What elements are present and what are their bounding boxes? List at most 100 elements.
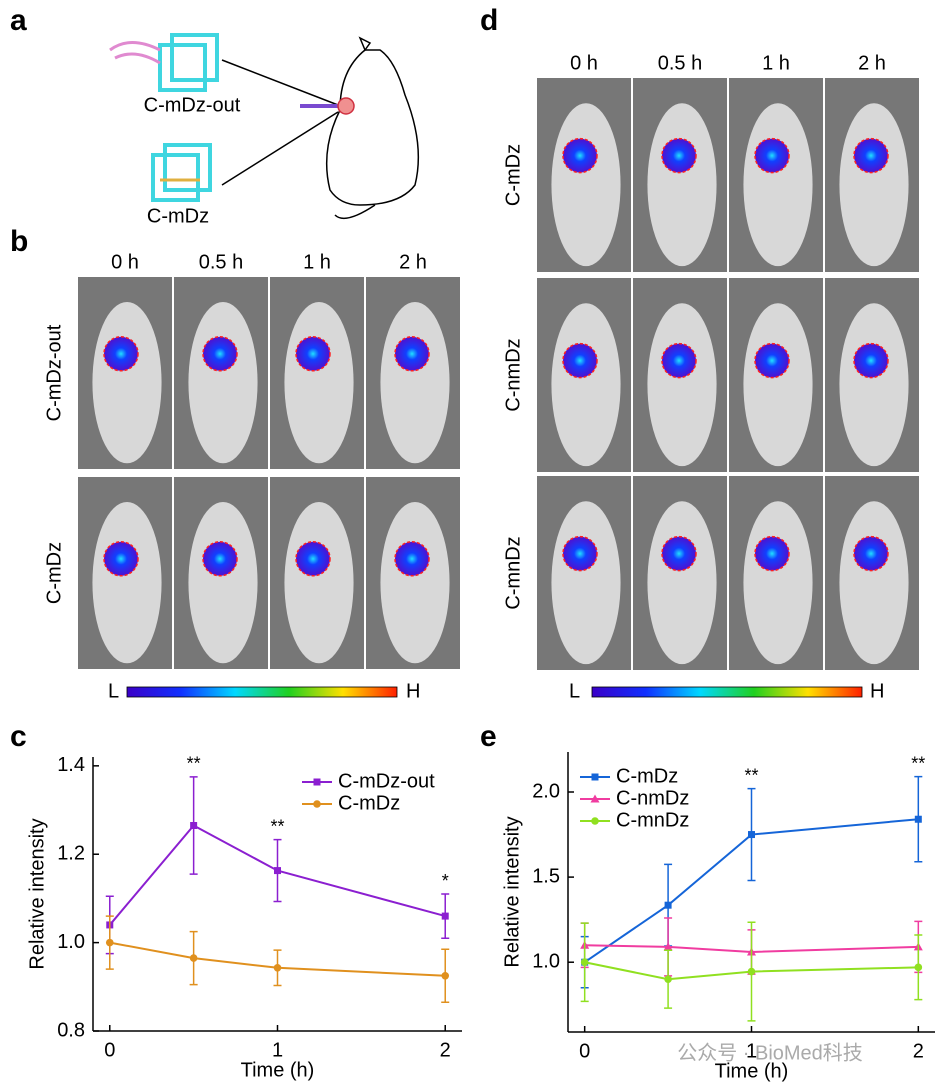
- mouse-body: [188, 301, 258, 464]
- tumor-signal: [853, 535, 889, 572]
- panel-label: e: [480, 720, 497, 753]
- significance: **: [911, 753, 925, 773]
- tumor-signal: [394, 541, 430, 577]
- column-label: 0 h: [570, 52, 598, 74]
- tumor-signal: [754, 535, 790, 572]
- y-tick-label: 1.4: [57, 754, 85, 776]
- mouse-body: [551, 303, 621, 467]
- mouse-body: [92, 501, 162, 664]
- marker: [914, 963, 923, 972]
- panel-label: b: [10, 225, 28, 258]
- marker: [189, 954, 198, 962]
- row-label: C-mDz-out: [43, 324, 65, 421]
- marker: [441, 912, 449, 920]
- cube-in: [151, 143, 212, 202]
- marker: [441, 971, 450, 980]
- mouse-sketch: [221, 36, 420, 220]
- marker: [105, 938, 114, 947]
- legend-label: C-nmDz: [616, 787, 689, 809]
- series-line: [109, 941, 446, 977]
- y-axis-label: Relative intensity: [26, 818, 48, 969]
- colorbar-label: L: [108, 680, 119, 702]
- colorbar-label: L: [569, 680, 580, 702]
- y-tick-label: 1.0: [532, 950, 560, 972]
- column-label: 1 h: [303, 251, 331, 273]
- row-label: C-mDz: [43, 542, 65, 604]
- mouse-body: [284, 501, 354, 664]
- tumor-signal: [754, 342, 790, 379]
- y-tick-label: 0.8: [57, 1019, 85, 1041]
- x-axis-label: Time (h): [241, 1059, 315, 1081]
- tumor-signal: [202, 336, 238, 372]
- mouse-body: [380, 301, 450, 464]
- row-label: C-mnDz: [502, 536, 524, 609]
- colorbar-label: H: [870, 680, 884, 702]
- column-label: 2 h: [399, 251, 427, 273]
- marker: [748, 831, 755, 839]
- x-tick-label: 0: [104, 1039, 115, 1061]
- mouse-body: [839, 501, 909, 665]
- y-tick-label: 1.5: [532, 865, 560, 887]
- legend-label: C-mnDz: [616, 809, 689, 831]
- legend-marker: [313, 800, 321, 808]
- marker: [274, 867, 281, 875]
- mouse-body: [839, 103, 909, 267]
- mouse-body: [380, 501, 450, 664]
- colorbar: [126, 686, 398, 698]
- series-line: [584, 944, 919, 954]
- x-tick-label: 0: [579, 1040, 590, 1062]
- panel-label: c: [10, 720, 27, 753]
- tumor-signal: [103, 541, 139, 577]
- x-axis-label: Time (h): [715, 1060, 789, 1082]
- mouse-body: [647, 103, 717, 267]
- panel-label: d: [480, 4, 498, 37]
- tumor-signal: [853, 342, 889, 379]
- x-tick-label: 2: [440, 1039, 451, 1061]
- legend-label: C-mDz: [616, 765, 678, 787]
- y-tick-label: 2.0: [532, 780, 560, 802]
- x-tick-label: 1: [272, 1039, 283, 1061]
- column-label: 0 h: [111, 251, 139, 273]
- y-axis-label: Relative intensity: [501, 816, 523, 967]
- mouse-body: [647, 303, 717, 467]
- column-label: 0.5 h: [199, 251, 243, 273]
- label: C-mDz: [147, 205, 209, 227]
- x-tick-label: 1: [746, 1040, 757, 1062]
- mouse-body: [551, 103, 621, 267]
- tumor-signal: [562, 342, 598, 379]
- panel-label: a: [10, 4, 27, 37]
- colorbar: [591, 686, 863, 698]
- marker: [663, 942, 673, 951]
- tumor-signal: [295, 541, 331, 577]
- image-panels: [78, 78, 919, 670]
- legend-marker: [590, 794, 600, 803]
- tumor-signal: [562, 137, 598, 174]
- legend-marker: [313, 778, 321, 786]
- marker: [190, 822, 198, 829]
- label: C-mDz-out: [144, 94, 241, 116]
- tumor-signal: [754, 137, 790, 174]
- mouse-body: [284, 301, 354, 464]
- series-line: [109, 824, 446, 926]
- tumor-signal: [562, 535, 598, 572]
- y-tick-label: 1.2: [57, 843, 85, 865]
- column-label: 0.5 h: [658, 52, 702, 74]
- marker: [664, 975, 672, 984]
- tumor-signal: [661, 535, 697, 572]
- mouse-body: [188, 501, 258, 664]
- mouse-body: [839, 303, 909, 467]
- cube-out: [109, 33, 219, 92]
- marker: [273, 964, 282, 972]
- mouse-body: [743, 303, 813, 467]
- column-label: 1 h: [762, 52, 790, 74]
- y-tick-label: 1.0: [57, 931, 85, 953]
- tumor-signal: [853, 137, 889, 174]
- mouse-body: [743, 501, 813, 665]
- x-tick-label: 2: [913, 1040, 924, 1062]
- mouse-body: [92, 301, 162, 464]
- row-label: C-nmDz: [502, 338, 524, 411]
- column-label: 2 h: [858, 52, 886, 74]
- significance: *: [442, 871, 449, 891]
- tumor-signal: [103, 336, 139, 372]
